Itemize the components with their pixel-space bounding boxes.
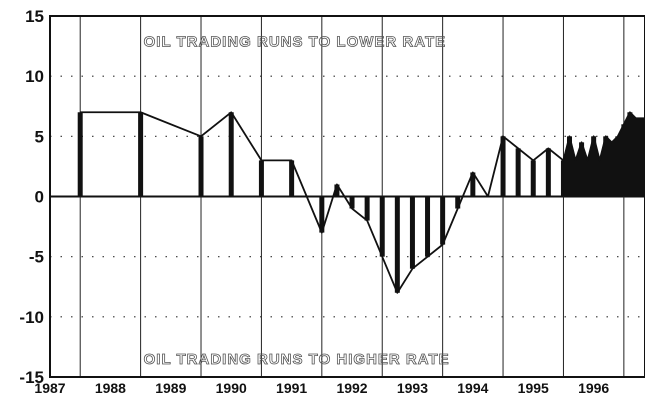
data-bar	[515, 148, 521, 197]
data-bar	[440, 196, 446, 245]
horizontal-gridlines	[50, 75, 645, 318]
data-bar	[258, 160, 264, 197]
data-bar	[228, 112, 234, 197]
x-tick-label: 1990	[216, 380, 247, 396]
data-bar	[334, 184, 340, 197]
data-bar	[138, 112, 144, 197]
x-tick-label: 1991	[276, 380, 307, 396]
x-axis-ticks: 1987 1988 1989 1990 1991 1992 1993 1994 1995 1996	[34, 380, 609, 396]
y-tick-label: -10	[19, 308, 44, 327]
chart-annotation: OIL TRADING RUNS TO LOWER RATE	[144, 33, 447, 50]
data-bar	[77, 112, 83, 197]
series-line	[80, 111, 645, 294]
y-tick-label: 10	[25, 67, 44, 86]
x-tick-label: 1989	[155, 380, 186, 396]
data-bar	[289, 160, 295, 197]
y-tick-label: -5	[29, 248, 44, 267]
data-bar	[545, 148, 551, 197]
data-bar	[530, 160, 536, 197]
plot-area: OIL TRADING RUNS TO LOWER RATE OIL TRADIN…	[49, 15, 645, 378]
y-tick-label: 0	[35, 188, 44, 207]
chart-annotation: OIL TRADING RUNS TO HIGHER RATE	[144, 351, 450, 368]
data-bar	[394, 196, 400, 293]
y-tick-label: -15	[19, 368, 44, 387]
data-bar	[455, 196, 461, 209]
x-tick-label: 1987	[34, 380, 65, 396]
x-tick-label: 1994	[457, 380, 488, 396]
x-tick-label: 1993	[397, 380, 428, 396]
annotations: OIL TRADING RUNS TO LOWER RATE OIL TRADIN…	[143, 33, 450, 368]
y-axis-ticks: 15 10 5 0 -5 -10 -15	[19, 7, 44, 387]
plot-frame	[49, 15, 645, 378]
x-tick-label: 1996	[578, 380, 609, 396]
data-bar	[425, 196, 431, 257]
x-tick-label: 1995	[518, 380, 549, 396]
data-bar	[364, 196, 370, 221]
data-area-fill	[563, 112, 645, 197]
data-bar	[500, 136, 506, 197]
y-tick-label: 5	[35, 127, 44, 146]
y-tick-label: 15	[25, 7, 44, 26]
data-bar	[470, 172, 476, 197]
data-bar	[409, 196, 415, 269]
data-bar	[319, 196, 325, 233]
data-bar	[198, 136, 204, 197]
data-line	[80, 111, 645, 294]
x-tick-label: 1992	[336, 380, 367, 396]
data-bars	[77, 112, 645, 293]
x-tick-label: 1988	[95, 380, 126, 396]
data-bar	[379, 196, 385, 257]
data-bar	[349, 196, 355, 209]
